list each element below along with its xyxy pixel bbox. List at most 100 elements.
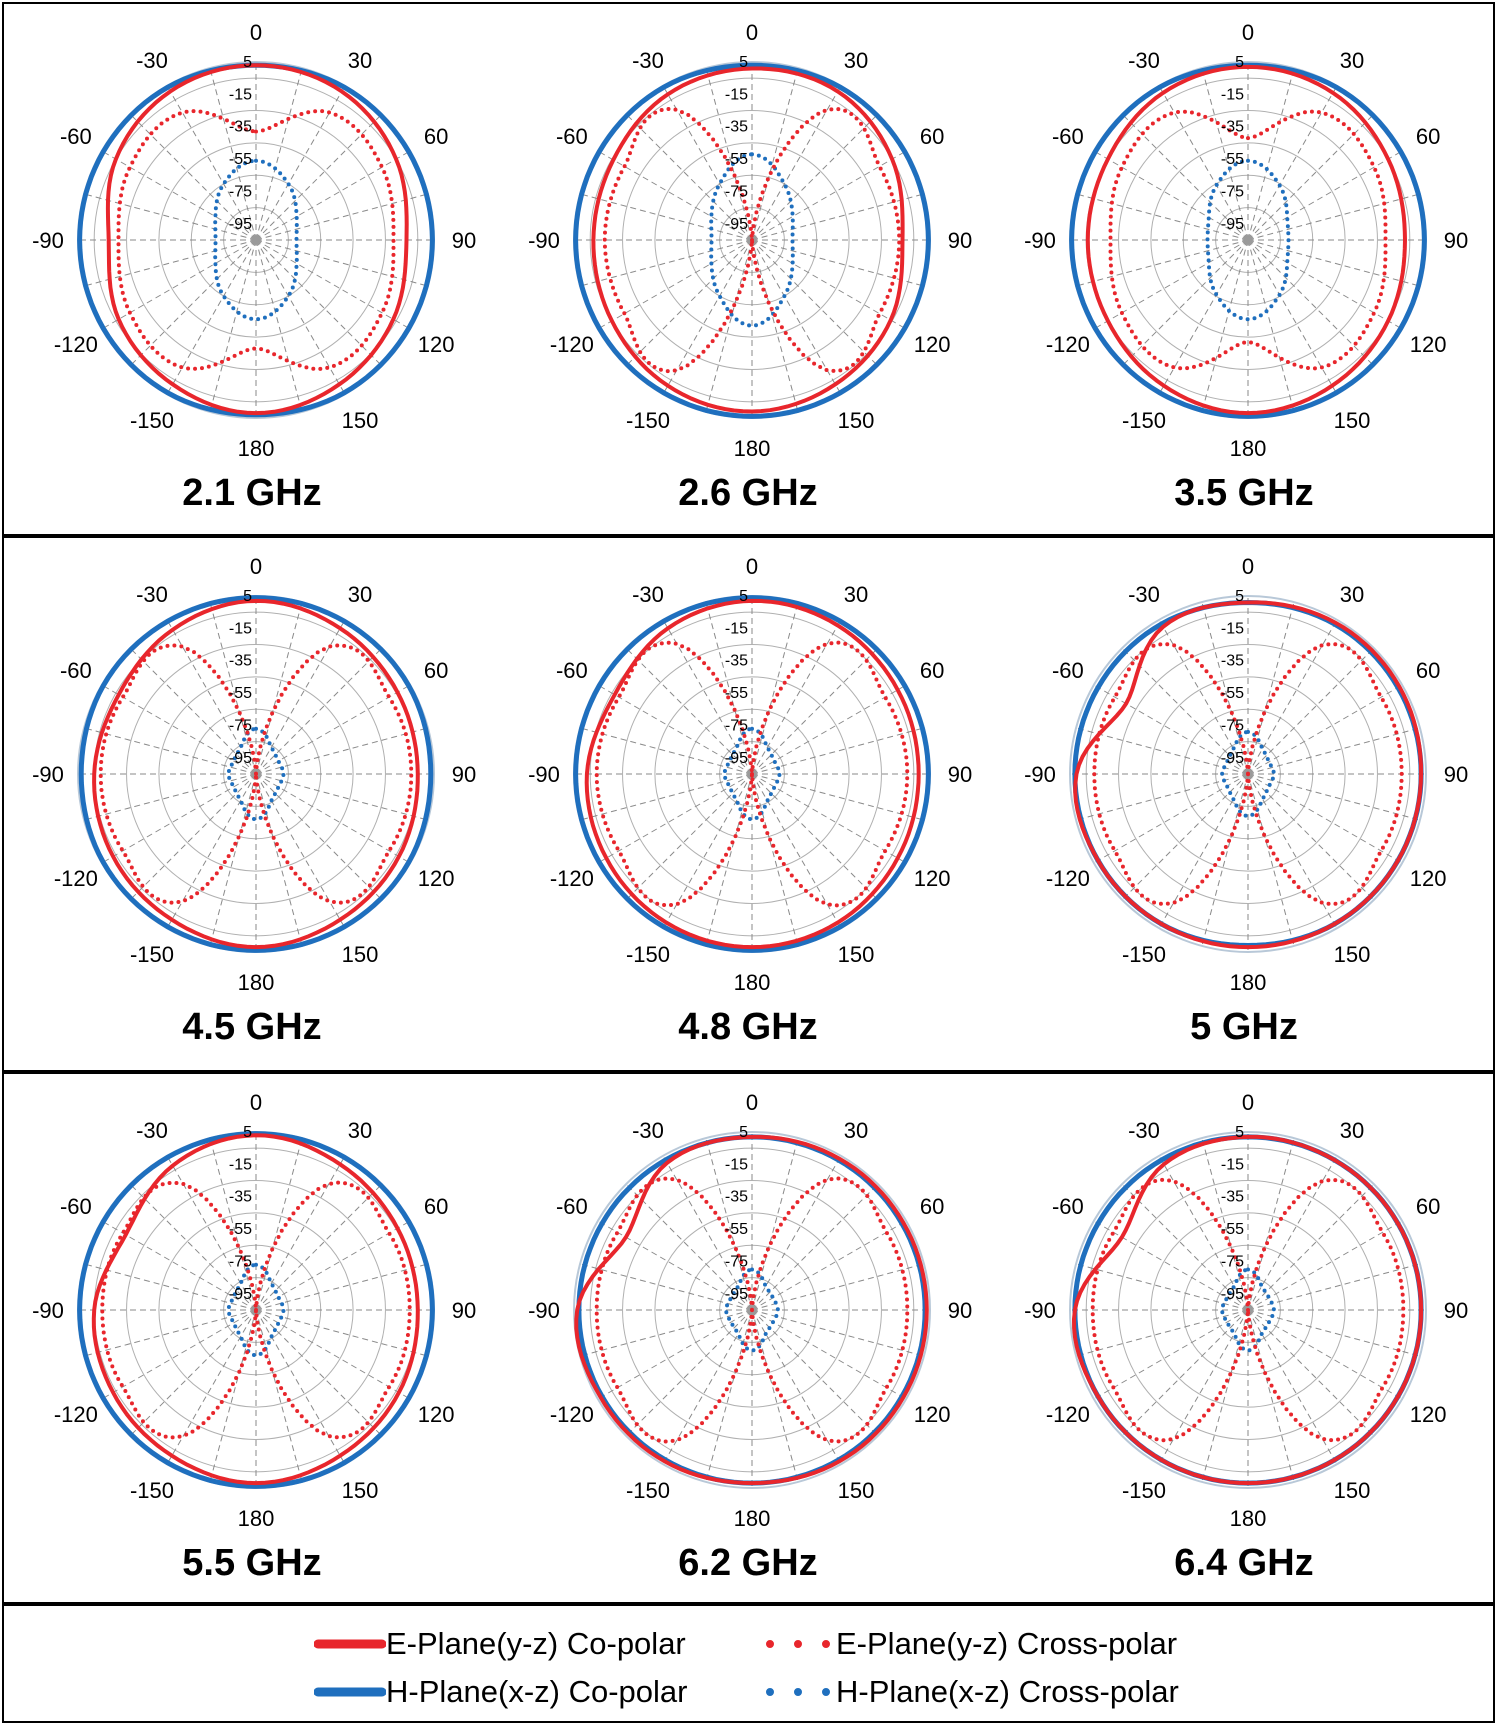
polar-panel: 5 -15 -35 -55 -75 -95 0 30 60 90 120 150 180 -150 -120… bbox=[4, 4, 500, 536]
angle-tick-label: -120 bbox=[54, 1402, 98, 1427]
center-dot bbox=[1243, 235, 1253, 245]
angle-tick-label: -150 bbox=[1122, 408, 1166, 433]
outer-circle bbox=[573, 1131, 931, 1489]
legend-swatch-solid-red bbox=[314, 1639, 386, 1649]
legend-item-e-cross: E-Plane(y-z) Cross-polar bbox=[764, 1624, 1177, 1664]
angle-tick-label: -120 bbox=[54, 866, 98, 891]
angle-tick-label: 60 bbox=[1416, 1194, 1440, 1219]
radial-tick-label: -35 bbox=[725, 119, 748, 136]
grid-spoke bbox=[1247, 619, 1338, 775]
frequency-label: 5.5 GHz bbox=[182, 1542, 322, 1584]
angle-tick-label: -90 bbox=[1024, 762, 1056, 787]
series-h-cross bbox=[1220, 729, 1276, 819]
radial-tick-label: -35 bbox=[229, 653, 252, 670]
radial-tick-label: -75 bbox=[229, 1253, 252, 1270]
radial-tick-label: -75 bbox=[1221, 1253, 1244, 1270]
grid-spoke bbox=[255, 1309, 303, 1483]
angle-tick-label: 180 bbox=[734, 1506, 771, 1531]
grid-circle bbox=[622, 1180, 882, 1440]
series-e-cross bbox=[1108, 109, 1388, 371]
grid-spoke bbox=[1247, 150, 1403, 241]
grid-spoke bbox=[1121, 239, 1249, 367]
series-e-co bbox=[1073, 600, 1424, 950]
series-e-co bbox=[91, 1133, 420, 1486]
radial-tick-label: -95 bbox=[229, 750, 252, 767]
series-h-co bbox=[78, 595, 434, 953]
grid-circle bbox=[126, 644, 386, 904]
angle-tick-label: 90 bbox=[1444, 228, 1468, 253]
radial-tick-label: -35 bbox=[229, 1189, 252, 1206]
angle-tick-label: -150 bbox=[1122, 1478, 1166, 1503]
angle-tick-label: 150 bbox=[1334, 942, 1371, 967]
angle-tick-label: -90 bbox=[528, 1298, 560, 1323]
legend-label: E-Plane(y-z) Co-polar bbox=[386, 1626, 686, 1661]
angle-tick-label: 120 bbox=[418, 866, 455, 891]
grid-spoke bbox=[166, 773, 257, 929]
grid-spoke bbox=[255, 239, 411, 330]
grid-spoke bbox=[751, 1263, 925, 1311]
center-dot bbox=[251, 235, 261, 245]
radial-tick-label: 5 bbox=[1235, 54, 1244, 71]
series-e-co bbox=[105, 63, 409, 416]
angle-tick-label: 90 bbox=[948, 228, 972, 253]
series-e-cross bbox=[1090, 1177, 1406, 1443]
grid-spoke bbox=[255, 239, 429, 287]
radial-tick-label: -95 bbox=[725, 750, 748, 767]
radial-tick-label: -55 bbox=[1221, 685, 1244, 702]
angle-tick-label: -90 bbox=[528, 228, 560, 253]
angle-tick-label: -150 bbox=[626, 408, 670, 433]
radial-tick-label: -55 bbox=[229, 685, 252, 702]
radial-tick-label: -15 bbox=[229, 620, 252, 637]
angle-tick-label: 0 bbox=[1242, 20, 1254, 45]
angle-tick-label: -150 bbox=[130, 1478, 174, 1503]
angle-tick-label: 30 bbox=[348, 582, 372, 607]
grid-spoke bbox=[1247, 1155, 1338, 1311]
polar-plot: 5 -15 -35 -55 -75 -95 0 30 60 90 120 150 180 -150 -120… bbox=[1024, 1090, 1468, 1531]
radial-tick-label: -15 bbox=[725, 620, 748, 637]
polar-panel: 5 -15 -35 -55 -75 -95 0 30 60 90 120 150 180 -150 -120… bbox=[4, 538, 500, 1070]
angle-tick-label: 30 bbox=[844, 582, 868, 607]
angle-tick-label: -60 bbox=[60, 124, 92, 149]
radial-tick-label: -35 bbox=[1221, 119, 1244, 136]
grid-spoke bbox=[751, 1137, 799, 1311]
angle-tick-label: -30 bbox=[632, 1118, 664, 1143]
grid-circle bbox=[158, 1212, 354, 1408]
polar-panel: 5 -15 -35 -55 -75 -95 0 30 60 90 120 150 180 -150 -120… bbox=[996, 4, 1492, 536]
angle-tick-label: 180 bbox=[1230, 436, 1267, 461]
series-h-co bbox=[1069, 62, 1427, 419]
angle-tick-label: -120 bbox=[54, 332, 98, 357]
grid-spoke bbox=[751, 85, 842, 241]
grid-spoke bbox=[1247, 1309, 1295, 1483]
polar-plot: 5 -15 -35 -55 -75 -95 0 30 60 90 120 150 180 -150 -120… bbox=[528, 20, 972, 461]
legend-label: H-Plane(x-z) Cross-polar bbox=[836, 1674, 1179, 1709]
radial-tick-label: -55 bbox=[1221, 1221, 1244, 1238]
angle-tick-label: -150 bbox=[626, 942, 670, 967]
grid-spoke bbox=[255, 1137, 303, 1311]
grid-spoke bbox=[1247, 193, 1421, 241]
radial-tick-label: -95 bbox=[1221, 1286, 1244, 1303]
grid-circle bbox=[1150, 1212, 1346, 1408]
radial-tick-label: -35 bbox=[1221, 1189, 1244, 1206]
radial-tick-label: -75 bbox=[229, 183, 252, 200]
series-e-co bbox=[1071, 1134, 1424, 1486]
radial-tick-label: -75 bbox=[725, 183, 748, 200]
grid-circle bbox=[158, 142, 354, 338]
polar-panel: 5 -15 -35 -55 -75 -95 0 30 60 90 120 150 180 -150 -120… bbox=[4, 1074, 500, 1606]
series-e-cross bbox=[116, 109, 396, 371]
radial-tick-label: -35 bbox=[229, 119, 252, 136]
angle-tick-label: 90 bbox=[948, 1298, 972, 1323]
radial-tick-label: -55 bbox=[1221, 151, 1244, 168]
radial-tick-label: -15 bbox=[229, 1156, 252, 1173]
frequency-label: 6.4 GHz bbox=[1174, 1542, 1314, 1584]
angle-tick-label: 150 bbox=[1334, 1478, 1371, 1503]
grid-spoke bbox=[1247, 239, 1295, 413]
angle-tick-label: 150 bbox=[342, 942, 379, 967]
angle-tick-label: 180 bbox=[238, 1506, 275, 1531]
radial-tick-label: 5 bbox=[243, 54, 252, 71]
grid-spoke bbox=[751, 1309, 907, 1400]
legend-item-e-co: E-Plane(y-z) Co-polar bbox=[314, 1624, 686, 1664]
grid-spoke bbox=[662, 1309, 753, 1465]
angle-tick-label: -30 bbox=[632, 48, 664, 73]
polar-plot: 5 -15 -35 -55 -75 -95 0 30 60 90 120 150 180 -150 -120… bbox=[1024, 554, 1468, 995]
